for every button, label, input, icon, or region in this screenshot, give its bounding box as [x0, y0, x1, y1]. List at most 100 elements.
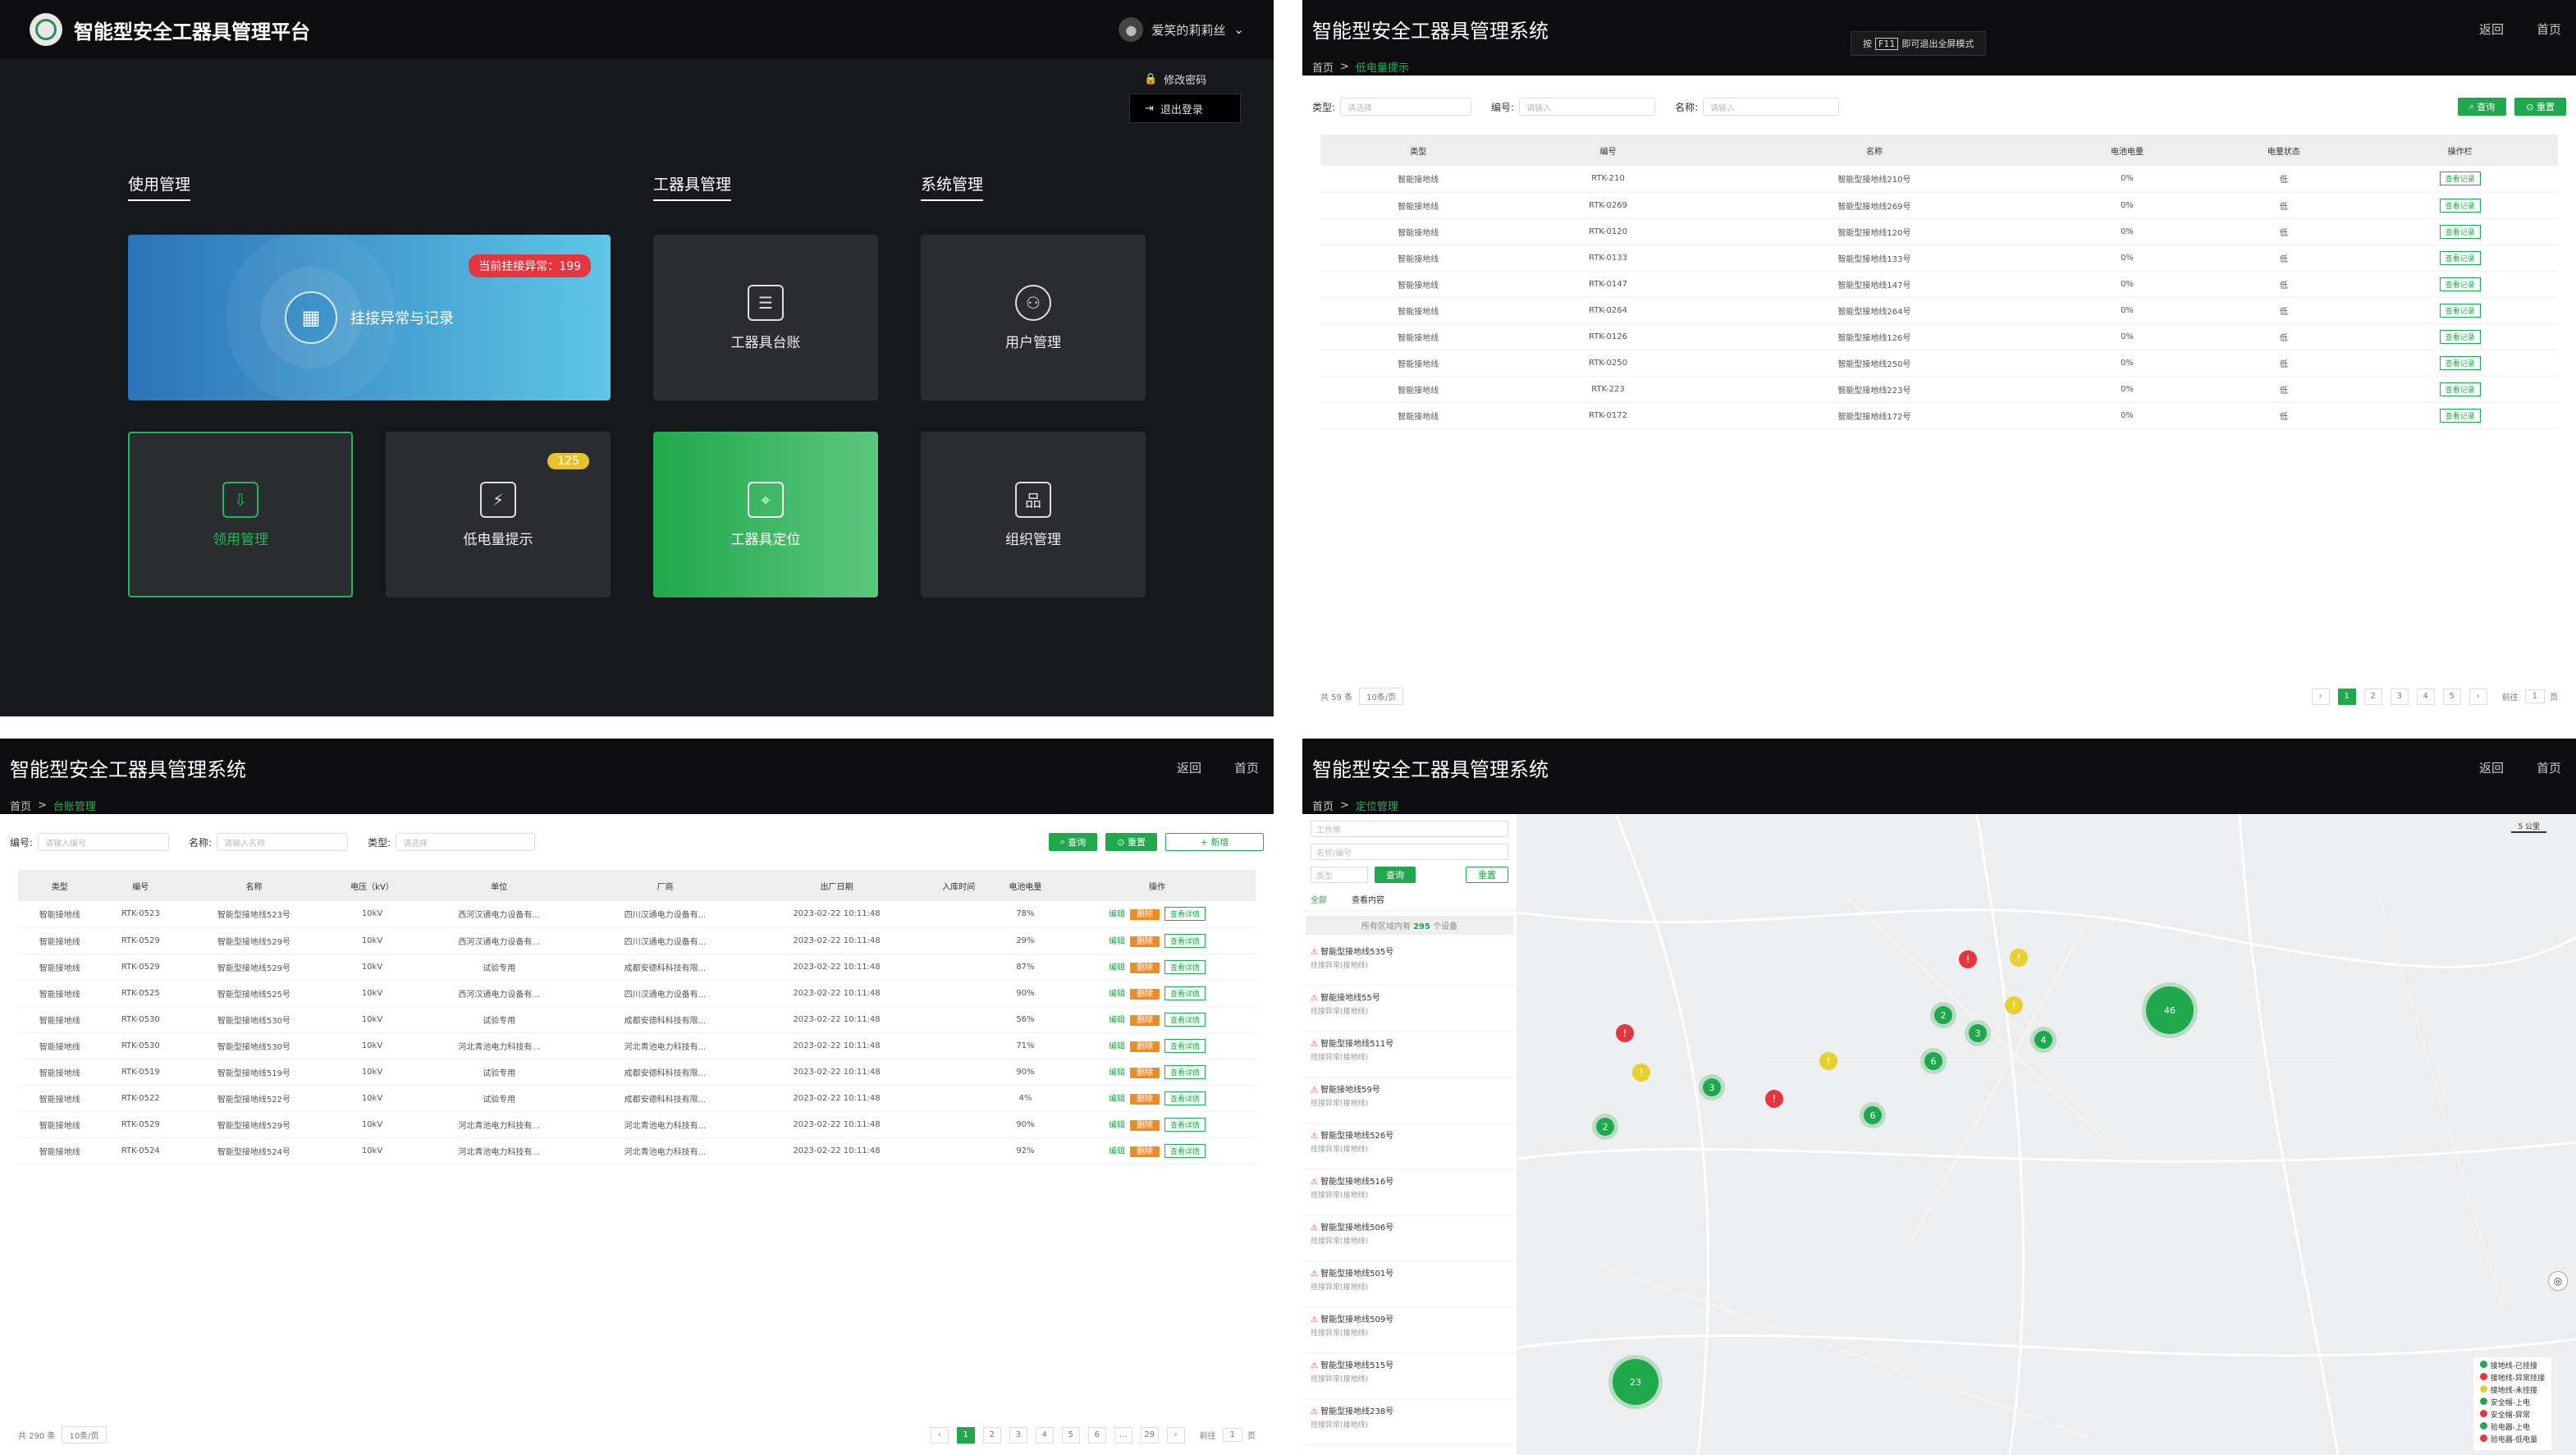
- page-button[interactable]: 2: [2363, 688, 2382, 705]
- home-link[interactable]: 首页: [2536, 760, 2561, 776]
- name-input[interactable]: 请输入名称: [217, 833, 349, 851]
- delete-button[interactable]: 删除: [1130, 1093, 1160, 1105]
- alarm-pin-icon[interactable]: !: [1959, 950, 1977, 968]
- page-button[interactable]: 4: [2416, 688, 2435, 705]
- warning-pin-icon[interactable]: !: [2010, 949, 2028, 967]
- cluster-marker[interactable]: 2: [1596, 1118, 1614, 1136]
- view-record-button[interactable]: 查看记录: [2439, 382, 2481, 396]
- cluster-marker[interactable]: 3: [1703, 1078, 1721, 1096]
- edit-button[interactable]: 编辑: [1109, 910, 1126, 920]
- page-button[interactable]: 4: [1035, 1426, 1054, 1444]
- view-record-button[interactable]: 查看记录: [2439, 250, 2481, 265]
- view-record-button[interactable]: 查看记录: [2439, 224, 2481, 239]
- delete-button[interactable]: 删除: [1130, 936, 1160, 947]
- reset-button[interactable]: 重置: [1466, 867, 1508, 883]
- user-dropdown[interactable]: ● 爱笑的莉莉丝 ⌄: [1119, 17, 1244, 42]
- compass-icon[interactable]: ◎: [2548, 1271, 2568, 1291]
- page-button[interactable]: 5: [1061, 1426, 1080, 1444]
- delete-button[interactable]: 删除: [1130, 988, 1160, 1000]
- cluster-marker[interactable]: 6: [1924, 1052, 1942, 1070]
- cluster-marker[interactable]: 3: [1969, 1024, 1987, 1042]
- back-link[interactable]: 返回: [1176, 760, 1201, 776]
- cluster-marker[interactable]: 6: [1864, 1106, 1882, 1124]
- view-record-button[interactable]: 查看记录: [2439, 277, 2481, 291]
- page-button[interactable]: 1: [956, 1426, 975, 1444]
- home-link[interactable]: 首页: [2536, 21, 2561, 37]
- view-detail-button[interactable]: 查看详情: [1164, 986, 1206, 1000]
- alarm-pin-icon[interactable]: !: [1616, 1024, 1634, 1042]
- cluster-marker[interactable]: 46: [2146, 986, 2194, 1034]
- view-record-button[interactable]: 查看记录: [2439, 198, 2481, 213]
- add-button[interactable]: + 新增: [1165, 833, 1264, 851]
- code-input[interactable]: 请输入: [1519, 98, 1656, 116]
- tile-low-power[interactable]: 125 ⚡ 低电量提示: [386, 432, 611, 597]
- cluster-marker[interactable]: 23: [1613, 1359, 1659, 1405]
- tab-all[interactable]: 全部: [1311, 896, 1327, 905]
- next-page-button[interactable]: ›: [1166, 1426, 1185, 1444]
- query-button[interactable]: 查询: [1375, 867, 1416, 883]
- name-input[interactable]: 请输入: [1703, 98, 1840, 116]
- home-link[interactable]: 首页: [1233, 760, 1259, 776]
- delete-button[interactable]: 删除: [1130, 1041, 1160, 1052]
- view-detail-button[interactable]: 查看详情: [1164, 1012, 1206, 1027]
- warning-pin-icon[interactable]: !: [1632, 1064, 1650, 1082]
- view-record-button[interactable]: 查看记录: [2439, 303, 2481, 318]
- back-link[interactable]: 返回: [2478, 760, 2504, 776]
- delete-button[interactable]: 删除: [1130, 1146, 1160, 1157]
- edit-button[interactable]: 编辑: [1109, 1094, 1126, 1104]
- view-detail-button[interactable]: 查看详情: [1164, 907, 1206, 922]
- tile-abnormal-records[interactable]: 当前挂接异常：199 ▦ 挂接异常与记录: [128, 235, 611, 400]
- type-select[interactable]: 类型: [1311, 867, 1368, 883]
- map[interactable]: 46 23 2 3 4 6 3 6 2 ! ! ! ! ! ! ! 5 公里 ◎…: [1517, 814, 2576, 1455]
- page-button[interactable]: 1: [2337, 688, 2356, 705]
- edit-button[interactable]: 编辑: [1109, 1120, 1126, 1130]
- prev-page-button[interactable]: ‹: [930, 1426, 949, 1444]
- type-select[interactable]: 请选择: [1340, 98, 1472, 116]
- change-password-item[interactable]: 🔒 修改密码: [1144, 72, 1207, 87]
- prev-page-button[interactable]: ‹: [2311, 688, 2330, 705]
- tile-user-management[interactable]: ⚇ 用户管理: [921, 235, 1146, 400]
- code-input[interactable]: 请输入编号: [38, 833, 170, 851]
- query-button[interactable]: ⌕ 查询: [2457, 98, 2507, 116]
- tile-tool-ledger[interactable]: ☰ 工器具台账: [653, 235, 878, 400]
- view-detail-button[interactable]: 查看详情: [1164, 1117, 1206, 1132]
- page-button[interactable]: 3: [2390, 688, 2409, 705]
- page-button[interactable]: 2: [982, 1426, 1001, 1444]
- warning-pin-icon[interactable]: !: [1819, 1052, 1837, 1070]
- delete-button[interactable]: 删除: [1130, 909, 1160, 921]
- delete-button[interactable]: 删除: [1130, 1067, 1160, 1078]
- goto-input[interactable]: 1: [1222, 1428, 1242, 1442]
- delete-button[interactable]: 删除: [1130, 962, 1160, 973]
- page-button[interactable]: 6: [1087, 1426, 1106, 1444]
- view-record-button[interactable]: 查看记录: [2439, 172, 2481, 186]
- work-ticket-input[interactable]: 工作票: [1311, 821, 1508, 837]
- back-link[interactable]: 返回: [2478, 21, 2504, 37]
- reset-button[interactable]: ⊙ 重置: [1105, 833, 1157, 851]
- edit-button[interactable]: 编辑: [1109, 1041, 1126, 1051]
- query-button[interactable]: ⌕ 查询: [1048, 833, 1098, 851]
- edit-button[interactable]: 编辑: [1109, 1068, 1126, 1078]
- cluster-marker[interactable]: 2: [1934, 1006, 1952, 1024]
- view-detail-button[interactable]: 查看详情: [1164, 1038, 1206, 1053]
- view-detail-button[interactable]: 查看详情: [1164, 933, 1206, 948]
- next-page-button[interactable]: ›: [2468, 688, 2487, 705]
- edit-button[interactable]: 编辑: [1109, 936, 1126, 946]
- goto-input[interactable]: 1: [2524, 689, 2545, 703]
- view-detail-button[interactable]: 查看详情: [1164, 1143, 1206, 1158]
- page-button[interactable]: 3: [1009, 1426, 1027, 1444]
- tab-view[interactable]: 查看内容: [1352, 896, 1384, 905]
- view-record-button[interactable]: 查看记录: [2439, 329, 2481, 344]
- logout-item[interactable]: ⇥ 退出登录: [1129, 94, 1241, 123]
- edit-button[interactable]: 编辑: [1109, 963, 1126, 972]
- view-detail-button[interactable]: 查看详情: [1164, 1091, 1206, 1105]
- page-button[interactable]: 5: [2442, 688, 2461, 705]
